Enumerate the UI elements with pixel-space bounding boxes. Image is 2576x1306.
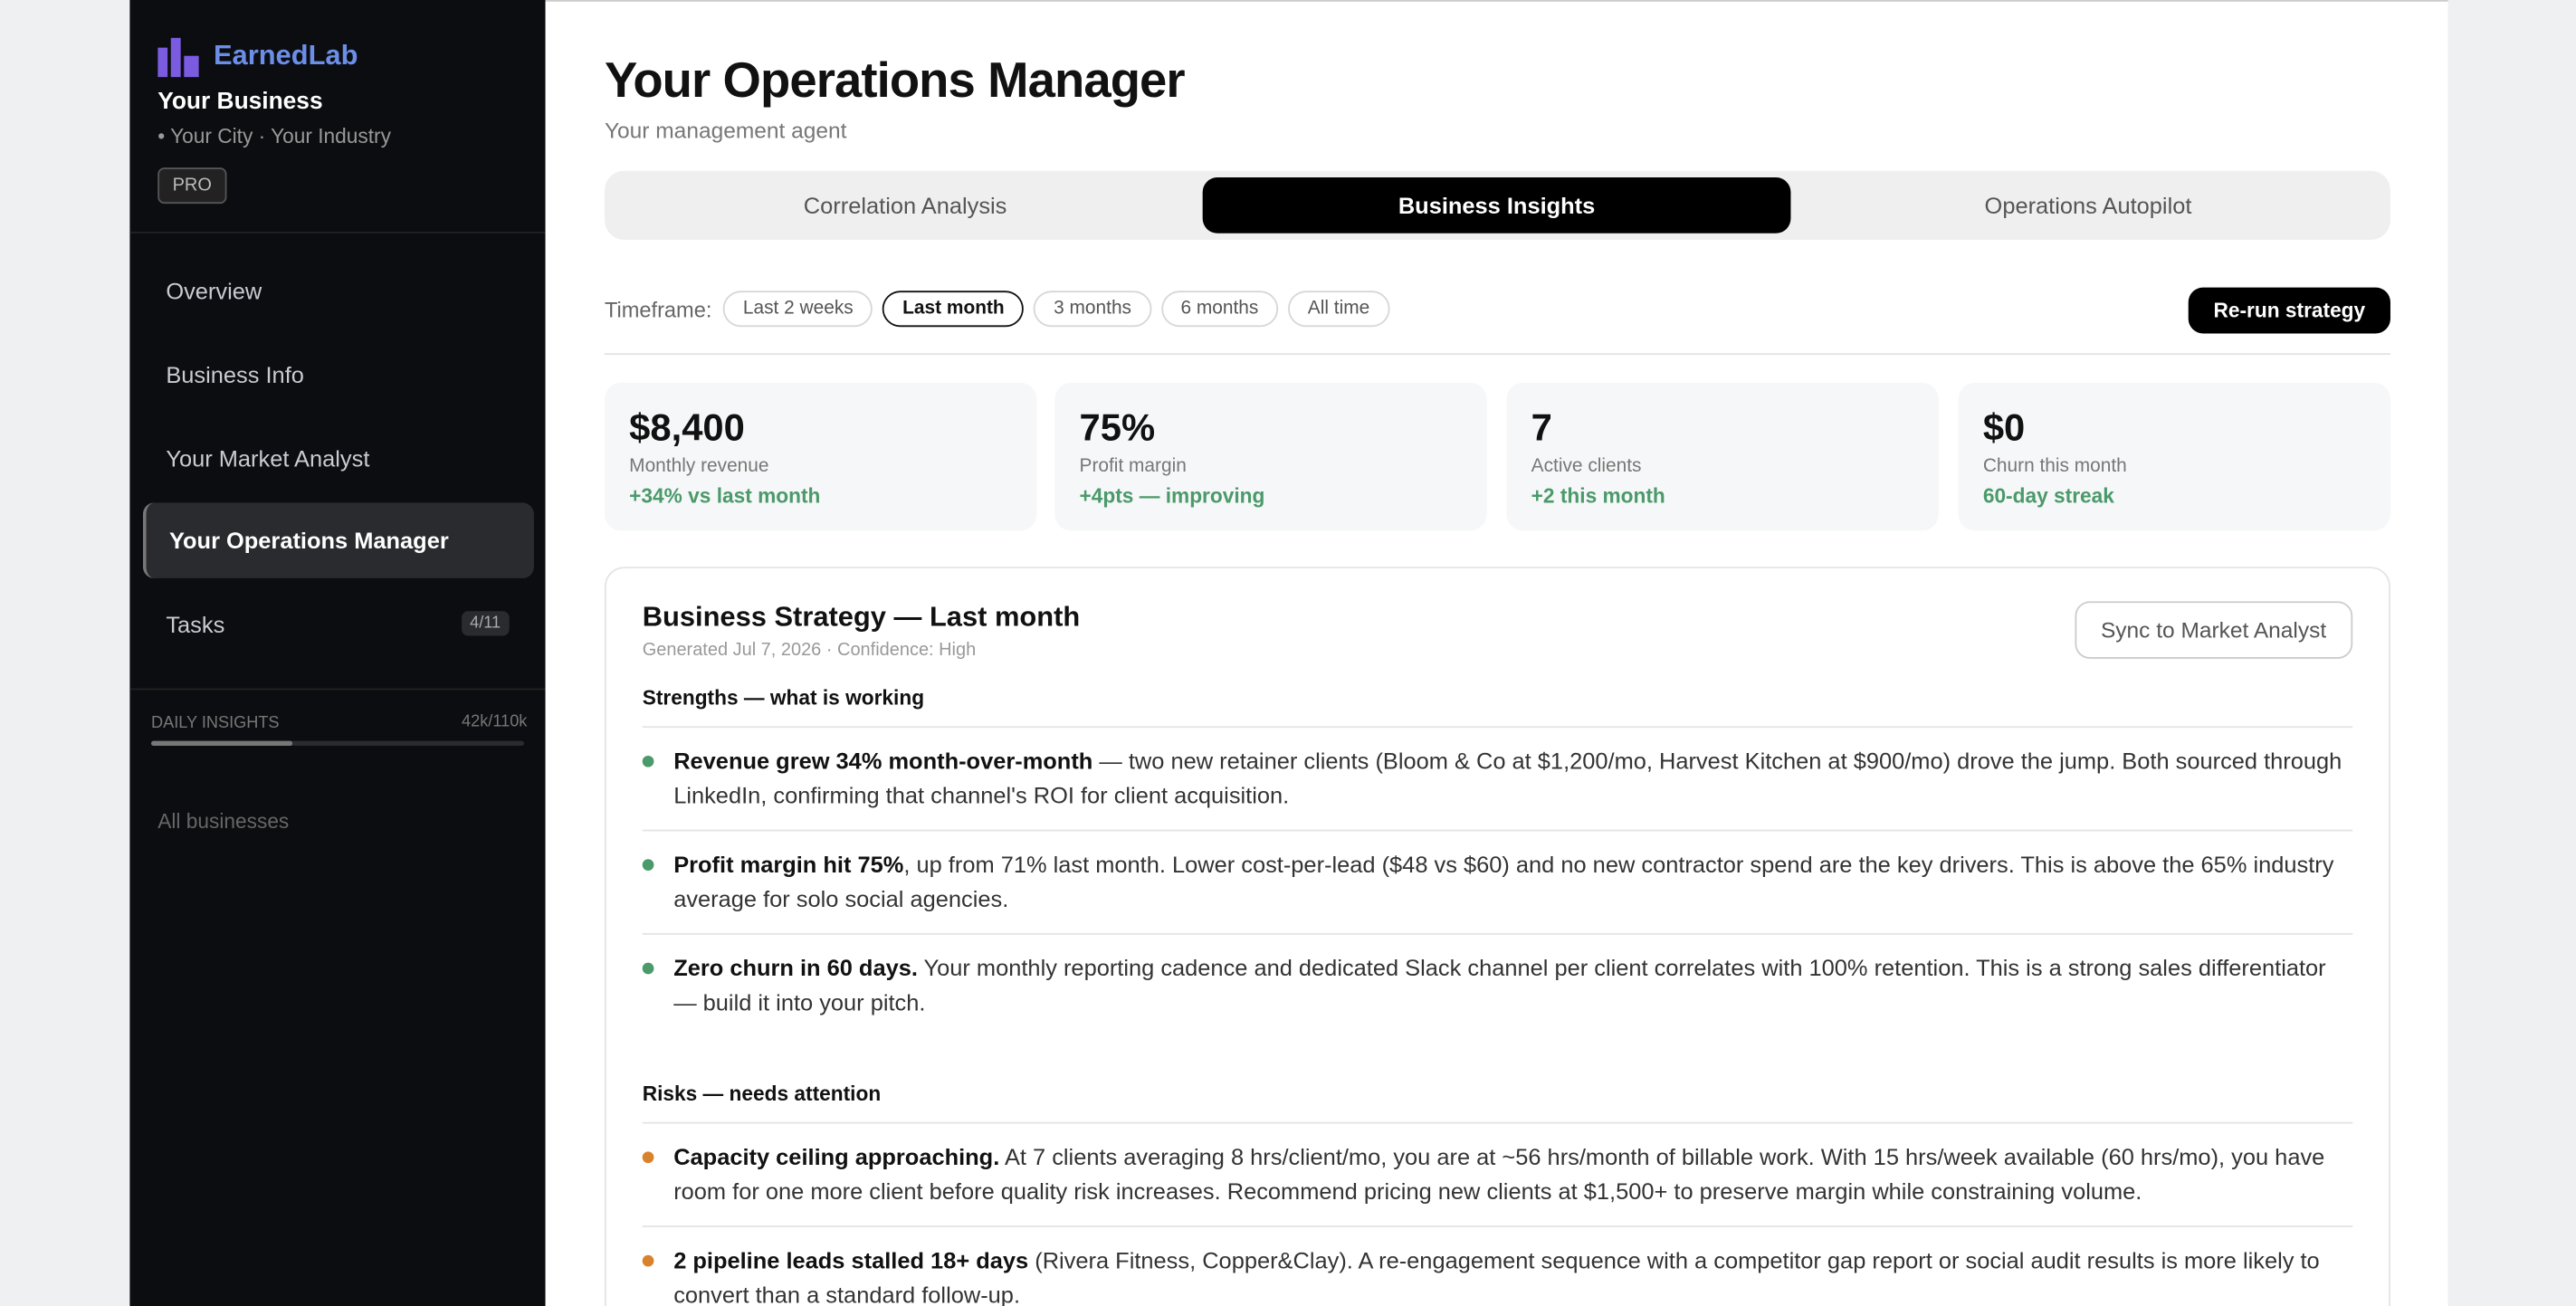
timeframe-label: Timeframe: [604, 296, 712, 321]
insights-label: DAILY INSIGHTS [150, 714, 280, 733]
insight-text: — two new retainer clients (Bloom & Co a… [673, 747, 2342, 809]
insight-text: Your monthly reporting cadence and dedic… [673, 954, 2326, 1015]
insight-item: Revenue grew 34% month-over-month — two … [642, 728, 2353, 832]
tasks-badge: 4/11 [462, 611, 510, 636]
insights-count: 42k/110k [462, 712, 528, 731]
metric-value: $8,400 [629, 405, 745, 449]
insights-track [150, 740, 525, 747]
metric-delta: +4pts — improving [1079, 484, 1265, 508]
insight-lead: Zero churn in 60 days. [673, 954, 918, 981]
metric-delta: +34% vs last month [629, 484, 821, 508]
bullet [642, 1254, 654, 1267]
tab-bar: Correlation Analysis Business Insights O… [604, 170, 2390, 241]
metric-delta: 60-day streak [1982, 484, 2114, 508]
metric-card: 7 Active clients +2 this month [1506, 382, 1939, 531]
metric-card: $8,400 Monthly revenue +34% vs last month [604, 382, 1037, 531]
insight-item: Profit margin hit 75%, up from 71% last … [642, 831, 2353, 935]
insight-lead: 2 pipeline leads stalled 18+ days [673, 1246, 1029, 1273]
strategy-section: Risks — needs attention Capacity ceiling … [642, 1056, 2353, 1306]
strategy-title: Business Strategy — Last month [642, 601, 1081, 633]
tab-active[interactable]: Business Insights [1202, 177, 1791, 234]
strategy-meta: Generated Jul 7, 2026 · Confidence: High [642, 640, 977, 661]
metric-label: Profit margin [1079, 456, 1187, 477]
logo-icon [157, 37, 199, 78]
metric-label: Monthly revenue [629, 456, 769, 477]
divider [129, 688, 546, 691]
timeframe-row: Timeframe: Last 2 weeks Last month 3 mon… [604, 291, 1399, 328]
insight-lead: Capacity ceiling approaching. [673, 1143, 1000, 1170]
chip[interactable]: Last 2 weeks [723, 291, 873, 328]
bullet [642, 962, 654, 975]
metric-label: Active clients [1531, 456, 1642, 477]
sections: Strengths — what is working Revenue grew … [642, 661, 2353, 1306]
insight-lead: Profit margin hit 75% [673, 851, 904, 878]
divider [604, 353, 2390, 356]
brand: EarnedLab [213, 39, 358, 71]
tab[interactable]: Operations Autopilot [1984, 192, 2192, 219]
insight-text: (Rivera Fitness, Copper&Clay). A re-enga… [673, 1246, 2320, 1306]
chip[interactable]: All time [1288, 291, 1390, 328]
insights-fill [150, 740, 293, 747]
insight-text: At 7 clients averaging 8 hrs/client/mo, … [673, 1143, 2325, 1205]
metric-delta: +2 this month [1531, 484, 1665, 508]
main: Your Operations Manager Your management … [545, 0, 2448, 1306]
bullet [642, 755, 654, 767]
chip[interactable]: 6 months [1160, 291, 1279, 328]
metric-value: 75% [1079, 405, 1156, 449]
insight-item: Capacity ceiling approaching. At 7 clien… [642, 1124, 2353, 1227]
location-text: Your City · Your Industry [170, 124, 391, 148]
chip[interactable]: 3 months [1034, 291, 1151, 328]
metric-value: $0 [1982, 405, 2026, 449]
insight-item: 2 pipeline leads stalled 18+ days (River… [642, 1227, 2353, 1306]
plan-badge: PRO [157, 167, 227, 205]
divider [129, 231, 546, 234]
insight-text: , up from 71% last month. Lower cost-per… [673, 851, 2334, 912]
bullet [642, 859, 654, 872]
insight-lead: Revenue grew 34% month-over-month [673, 747, 1093, 774]
metric-label: Churn this month [1982, 456, 2127, 477]
insight-item: Zero churn in 60 days. Your monthly repo… [642, 935, 2353, 1037]
section-heading: Strengths — what is working [642, 661, 2353, 729]
sidebar: EarnedLab Your Business • Your City · Yo… [129, 0, 546, 1306]
business-name: Your Business [157, 89, 323, 116]
nav-item[interactable]: Your Market Analyst [166, 444, 370, 472]
metric-card: $0 Churn this month 60-day streak [1958, 382, 2390, 531]
section-heading: Risks — needs attention [642, 1056, 2353, 1124]
bullet [642, 1151, 654, 1164]
strategy-section: Strengths — what is working Revenue grew … [642, 661, 2353, 1037]
nav-item-active[interactable]: Your Operations Manager [142, 502, 534, 578]
location: • Your City · Your Industry [157, 124, 391, 148]
metric-value: 7 [1531, 405, 1552, 449]
nav-item[interactable]: Tasks [166, 611, 225, 638]
metric-card: 75% Profit margin +4pts — improving [1054, 382, 1487, 531]
page-title: Your Operations Manager [604, 53, 1186, 109]
strategy-card: Business Strategy — Last month Generated… [604, 567, 2390, 1306]
nav-item[interactable]: Business Info [166, 361, 304, 388]
all-businesses[interactable]: All businesses [157, 809, 290, 834]
sync-button[interactable]: Sync to Market Analyst [2074, 601, 2353, 659]
tab[interactable]: Correlation Analysis [803, 192, 1007, 219]
chip-active[interactable]: Last month [883, 291, 1025, 328]
rerun-button[interactable]: Re-run strategy [2188, 287, 2390, 334]
page-subtitle: Your management agent [604, 118, 847, 143]
nav-item[interactable]: Overview [166, 277, 262, 304]
